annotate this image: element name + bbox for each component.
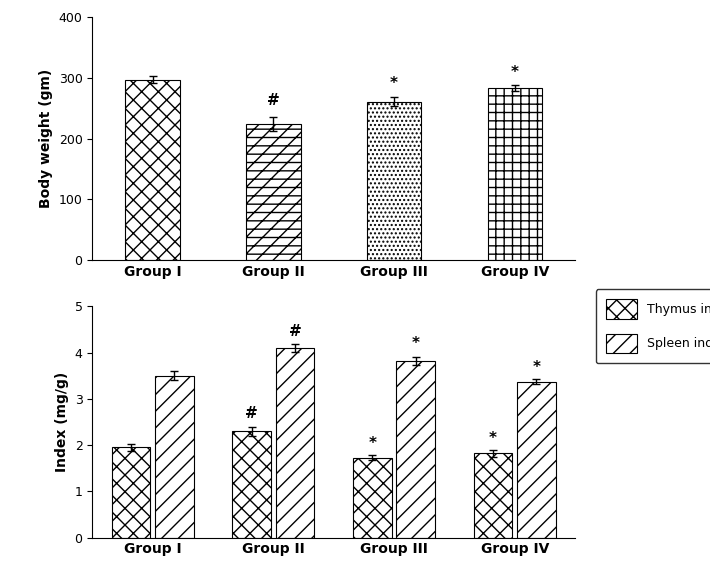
Bar: [232, 431, 271, 538]
Text: *: *: [489, 431, 497, 446]
Text: *: *: [412, 336, 420, 351]
Text: #: #: [289, 324, 302, 339]
Bar: [396, 361, 435, 538]
Text: *: *: [532, 360, 540, 375]
Text: #: #: [245, 406, 258, 421]
Legend: Thymus index, Spleen index: Thymus index, Spleen index: [596, 290, 710, 363]
Text: *: *: [390, 76, 398, 91]
Bar: [367, 102, 421, 260]
Text: #: #: [267, 92, 280, 108]
Bar: [126, 80, 180, 260]
Bar: [275, 348, 315, 538]
Bar: [155, 376, 194, 538]
Y-axis label: Index (mg/g): Index (mg/g): [55, 372, 69, 472]
Bar: [488, 88, 542, 260]
Text: *: *: [510, 65, 519, 80]
Text: *: *: [368, 436, 376, 451]
Bar: [111, 447, 151, 538]
Y-axis label: Body weight (gm): Body weight (gm): [39, 69, 53, 208]
Bar: [246, 124, 300, 260]
Bar: [517, 381, 556, 538]
Bar: [474, 453, 513, 538]
Bar: [353, 458, 392, 538]
